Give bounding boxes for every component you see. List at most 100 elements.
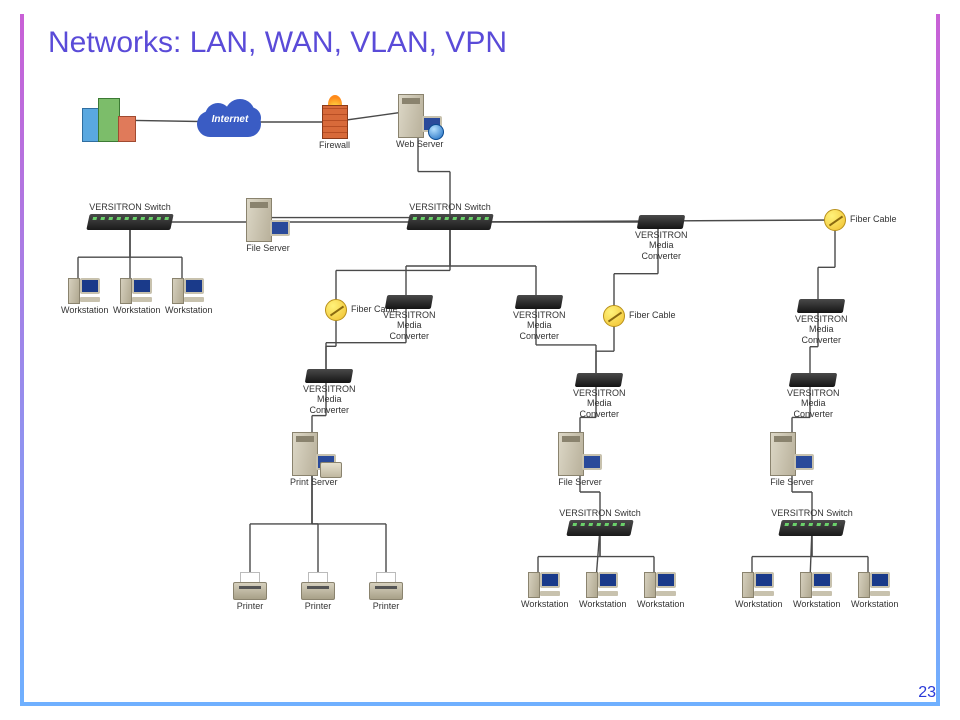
label: Fiber Cable	[629, 311, 676, 320]
node-media_right_top: VERSITRONMedia Converter	[635, 215, 688, 261]
node-ws_c3: Workstation	[637, 562, 684, 609]
node-ws_d3: Workstation	[851, 562, 898, 609]
buildings-icon	[82, 98, 138, 142]
media-icon	[305, 369, 353, 383]
node-ws_d1: Workstation	[735, 562, 782, 609]
server-icon	[246, 186, 290, 242]
label: Media	[587, 399, 612, 408]
node-ws_c2: Workstation	[579, 562, 626, 609]
media-icon	[637, 215, 685, 229]
label: Media	[527, 321, 552, 330]
page-number: 23	[918, 684, 936, 702]
node-ws_a1: Workstation	[61, 268, 108, 315]
fiber-icon	[325, 299, 347, 321]
firewall-icon	[322, 105, 348, 139]
label: VERSITRON	[787, 389, 840, 398]
label: VERSITRON	[383, 311, 436, 320]
cloud-icon: Internet	[191, 101, 269, 143]
node-internet: Internet	[191, 101, 269, 143]
label: Converter	[802, 336, 842, 345]
label: Converter	[580, 410, 620, 419]
label: Workstation	[113, 306, 160, 315]
workstation-icon	[800, 562, 834, 598]
label: VERSITRON	[635, 231, 688, 240]
node-fiber_c: Fiber Cable	[603, 305, 625, 327]
media-icon	[385, 295, 433, 309]
label: Media	[397, 321, 422, 330]
node-media_c_top: VERSITRONMedia Converter	[513, 295, 566, 341]
printer-icon	[233, 572, 267, 600]
media-icon	[515, 295, 563, 309]
server-icon	[558, 420, 602, 476]
label: Converter	[520, 332, 560, 341]
node-switch_left: VERSITRON Switch	[88, 214, 172, 230]
media-icon	[575, 373, 623, 387]
workstation-icon	[68, 268, 102, 304]
node-switch_mid: VERSITRON Switch	[408, 214, 492, 230]
label: Media	[809, 325, 834, 334]
label: VERSITRON Switch	[752, 509, 872, 518]
switch_sm-icon	[778, 520, 845, 536]
node-ws_a3: Workstation	[165, 268, 212, 315]
workstation-icon	[172, 268, 206, 304]
node-media_d_bot: VERSITRONMedia Converter	[787, 373, 840, 419]
label: VERSITRON	[513, 311, 566, 320]
fiber-icon	[824, 209, 846, 231]
label: Printer	[373, 602, 400, 611]
printer-icon	[301, 572, 335, 600]
page-title: Networks: LAN, WAN, VLAN, VPN	[48, 26, 507, 60]
switch-icon	[86, 214, 173, 230]
label: Workstation	[165, 306, 212, 315]
label: Workstation	[579, 600, 626, 609]
node-pr2: Printer	[301, 572, 335, 611]
node-fileserver_d: File Server	[770, 420, 814, 487]
label: Media	[801, 399, 826, 408]
node-fileserver_c: File Server	[558, 420, 602, 487]
media-icon	[797, 299, 845, 313]
workstation-icon	[586, 562, 620, 598]
label: VERSITRON	[573, 389, 626, 398]
label: File Server	[770, 478, 814, 487]
node-firewall: Firewall	[319, 105, 350, 150]
label: Print Server	[290, 478, 338, 487]
label: Workstation	[735, 600, 782, 609]
media-icon	[789, 373, 837, 387]
label: Converter	[794, 410, 834, 419]
label: VERSITRON	[303, 385, 356, 394]
label: Workstation	[637, 600, 684, 609]
workstation-icon	[858, 562, 892, 598]
label: VERSITRON	[795, 315, 848, 324]
label: Workstation	[61, 306, 108, 315]
label: Converter	[390, 332, 430, 341]
node-pr3: Printer	[369, 572, 403, 611]
label: VERSITRON Switch	[540, 509, 660, 518]
label: File Server	[558, 478, 602, 487]
node-media_far_right: VERSITRONMedia Converter	[795, 299, 848, 345]
node-media_b_bot: VERSITRONMediaConverter	[303, 369, 356, 415]
label: Printer	[305, 602, 332, 611]
node-print_server: Print Server	[290, 420, 338, 487]
switch_sm-icon	[566, 520, 633, 536]
label: Workstation	[793, 600, 840, 609]
node-campus	[82, 98, 138, 142]
label: Firewall	[319, 141, 350, 150]
label: Printer	[237, 602, 264, 611]
node-pr1: Printer	[233, 572, 267, 611]
node-ws_d2: Workstation	[793, 562, 840, 609]
node-ws_c1: Workstation	[521, 562, 568, 609]
label: Web Server	[396, 140, 443, 149]
node-fiber_b: Fiber Cable	[325, 299, 347, 321]
label: Workstation	[521, 600, 568, 609]
label: VERSITRON Switch	[390, 203, 510, 212]
label: Media	[649, 241, 674, 250]
label: File Server	[246, 244, 290, 253]
switch-icon	[406, 214, 493, 230]
node-media_c_bot: VERSITRONMedia Converter	[573, 373, 626, 419]
node-webserver: Web Server	[396, 82, 443, 149]
node-media_b_top: VERSITRONMedia Converter	[383, 295, 436, 341]
workstation-icon	[644, 562, 678, 598]
fiber-icon	[603, 305, 625, 327]
diagram-canvas: Internet Firewall Web Server VERSITRON Swit…	[40, 80, 920, 690]
label: Converter	[642, 252, 682, 261]
node-switch_c: VERSITRON Switch	[568, 520, 632, 536]
